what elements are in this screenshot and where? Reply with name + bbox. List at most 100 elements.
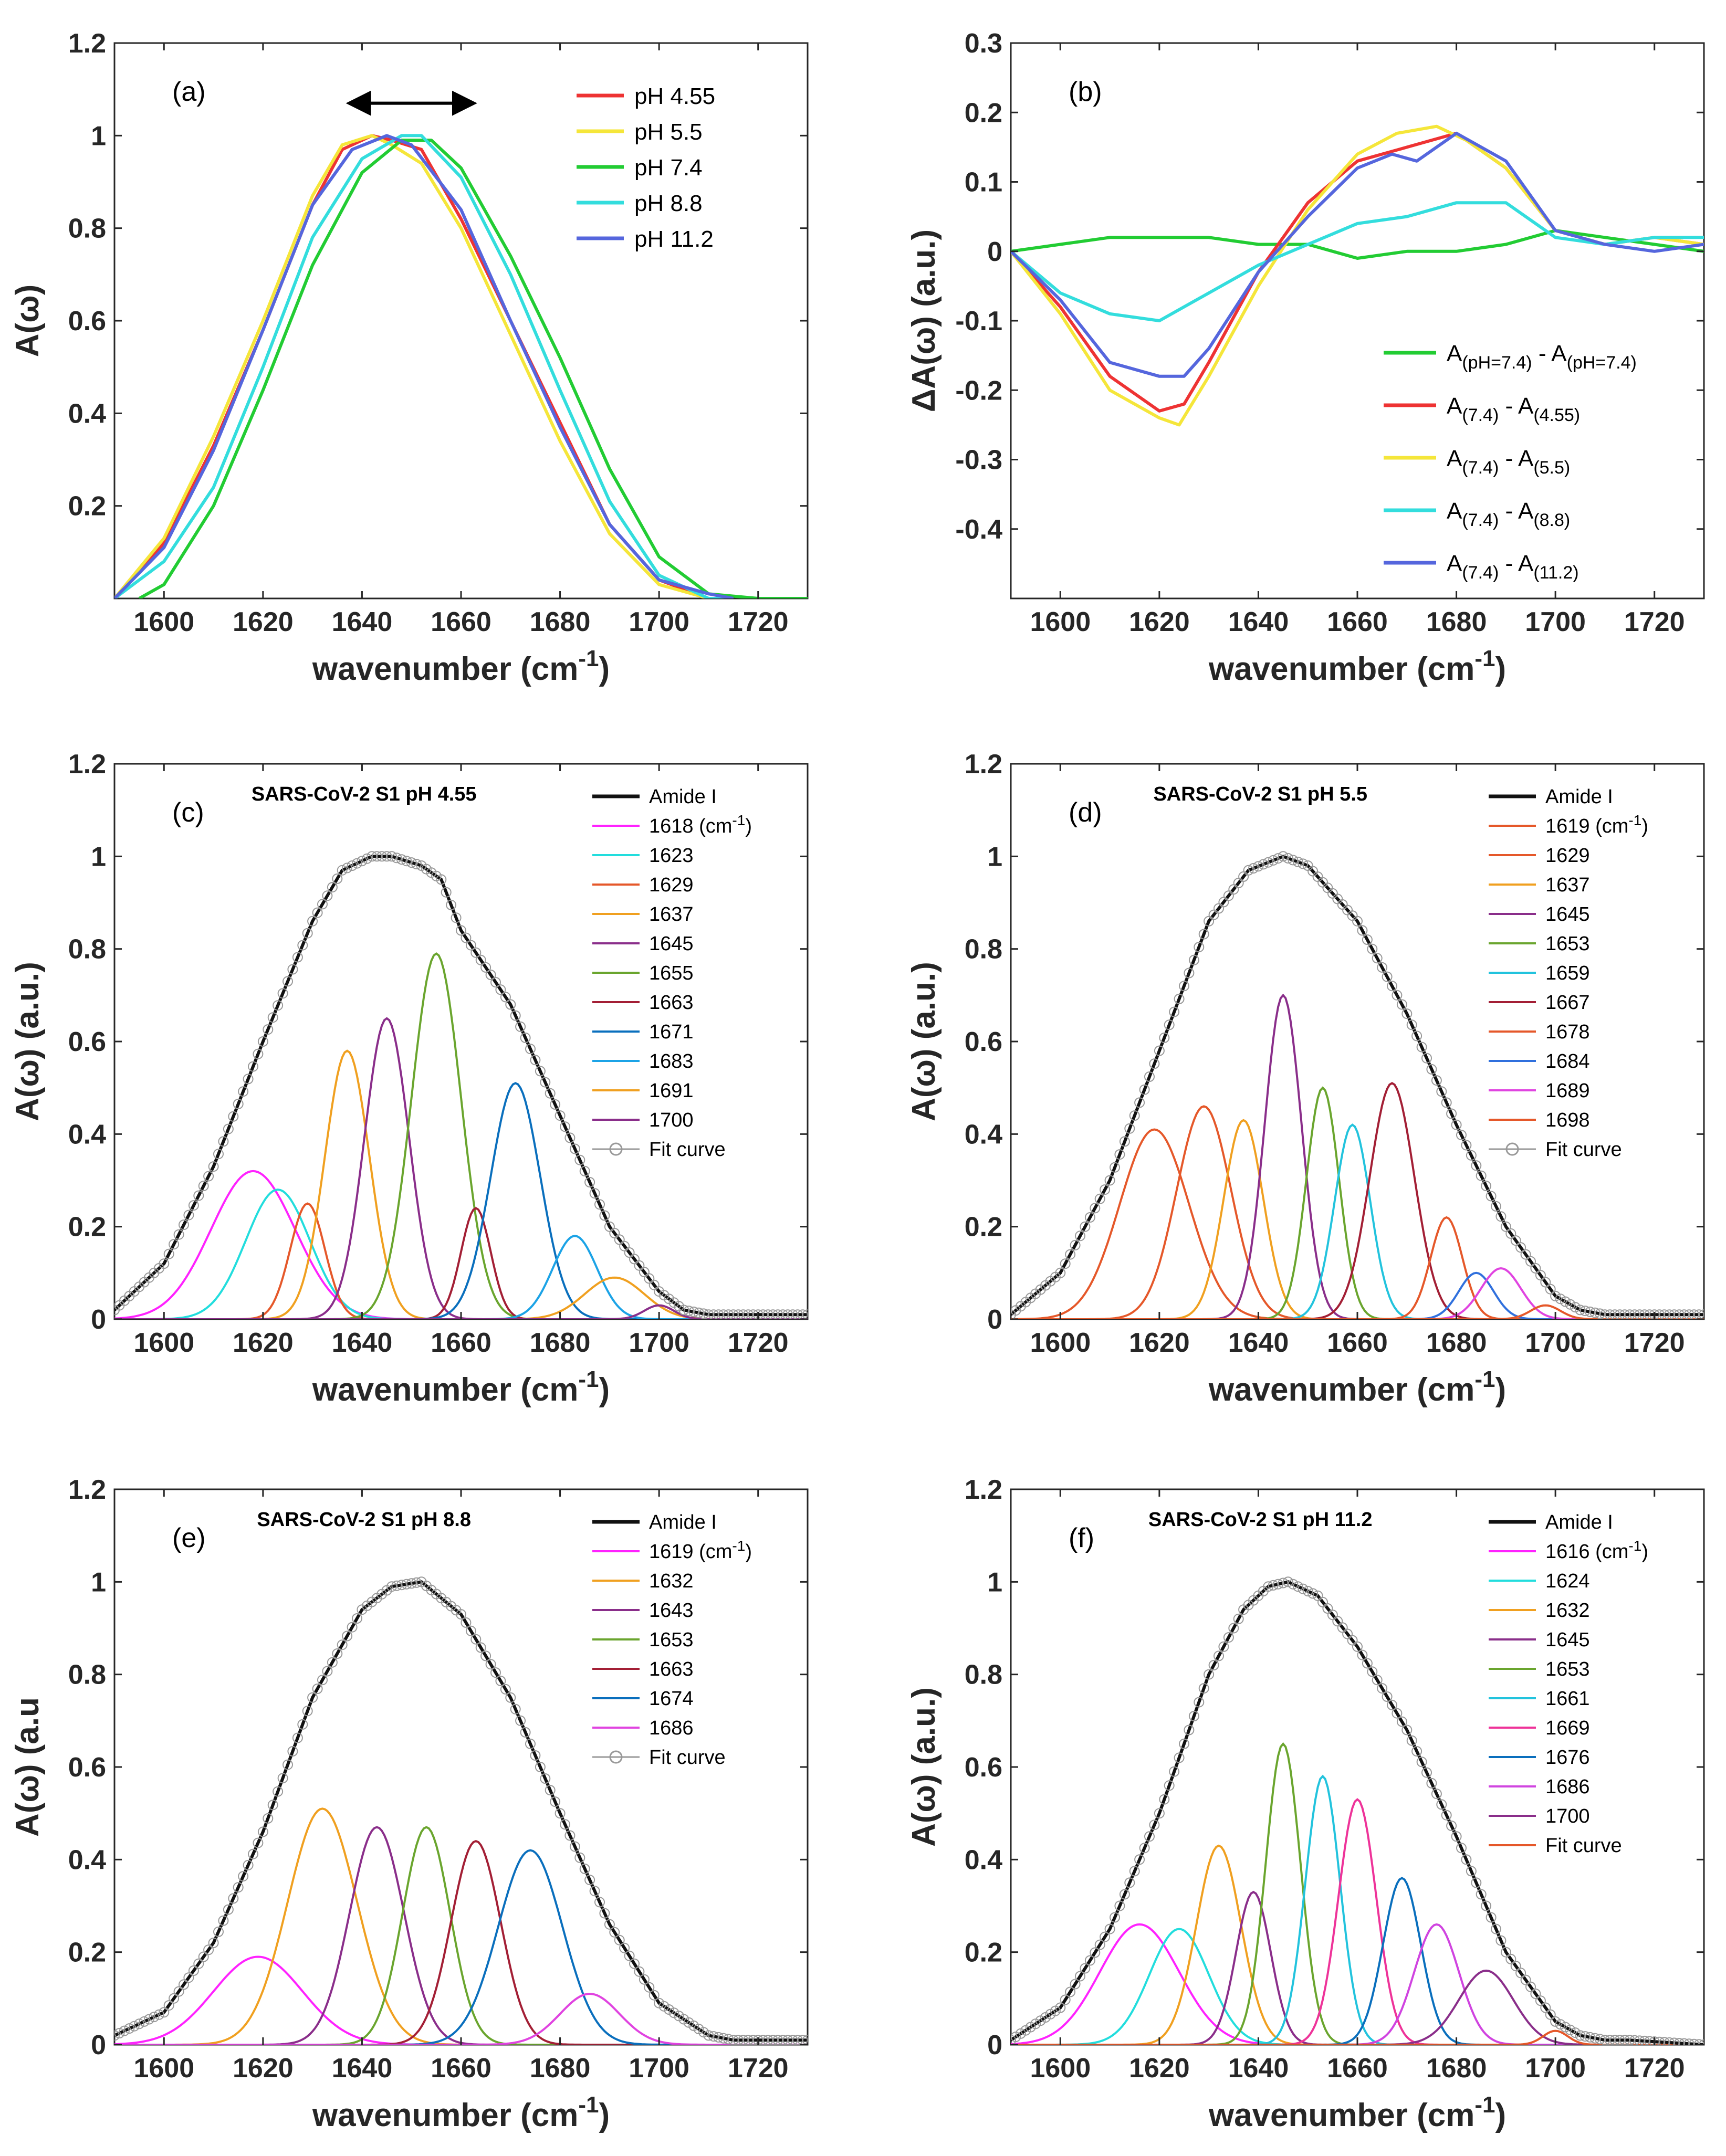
x-axis-label-sup: -1 — [578, 646, 599, 671]
y-axis-label: A(ω) (a.u.) — [906, 1687, 942, 1847]
series-line — [114, 134, 734, 598]
legend-label: 1655 — [649, 962, 694, 984]
fit-point — [332, 1648, 343, 1659]
fit-point — [461, 1617, 472, 1628]
y-tick-label: 1.2 — [965, 749, 1002, 780]
fit-point — [183, 1210, 194, 1221]
component-peak — [114, 1992, 808, 2045]
fit-point — [173, 1229, 184, 1240]
fit-point — [1401, 1724, 1413, 1736]
x-axis-label: wavenumber (cm-1) — [312, 646, 610, 687]
y-tick-label: 0.4 — [965, 1119, 1002, 1150]
plot-area — [113, 763, 809, 1320]
legend-text: 1619 (cm — [1545, 815, 1628, 837]
legend-label: 1689 — [1545, 1080, 1590, 1102]
fit-point — [1555, 2019, 1566, 2030]
fit-point — [1169, 1766, 1180, 1777]
y-tick-label: 0.8 — [68, 1660, 106, 1690]
fit-point — [530, 1055, 541, 1066]
x-tick-label: 1720 — [728, 2053, 789, 2084]
fit-point — [287, 964, 298, 975]
x-tick-label: 1620 — [233, 607, 294, 637]
fit-point — [624, 1950, 635, 1961]
fit-point — [401, 1579, 412, 1590]
fit-point — [1406, 1019, 1417, 1030]
y-tick-label: -0.2 — [955, 375, 1002, 406]
fit-point — [1243, 865, 1254, 876]
series-line — [138, 139, 808, 598]
fit-point — [1198, 1683, 1209, 1694]
fit-point — [302, 1706, 313, 1717]
fit-point — [1436, 1086, 1447, 1097]
fit-point — [1100, 1931, 1111, 1942]
component-peak — [114, 952, 808, 1319]
panel-title: SARS-CoV-2 S1 pH 8.8 — [257, 1509, 471, 1531]
fit-point — [797, 1309, 808, 1319]
fit-point — [436, 874, 447, 885]
legend-label: Amide I — [649, 786, 717, 808]
fit-point — [1352, 916, 1363, 927]
fit-point — [545, 1785, 556, 1796]
component-peak — [114, 1849, 808, 2045]
fit-point — [1322, 1603, 1333, 1614]
fit-point — [1699, 1309, 1704, 1319]
fit-point — [525, 1044, 536, 1055]
fit-point — [159, 1258, 170, 1269]
fit-point — [1124, 1877, 1135, 1888]
fit-point — [1292, 856, 1303, 867]
fit-point — [1139, 1084, 1150, 1095]
series-line — [114, 134, 734, 598]
x-tick-label: 1720 — [728, 607, 789, 637]
fit-point — [129, 2021, 140, 2032]
fit-point — [1491, 1923, 1501, 1934]
legend-label: pH 4.55 — [634, 83, 715, 109]
fit-point — [1510, 1961, 1521, 1972]
fit-point — [149, 2012, 160, 2023]
component-peak — [1011, 1105, 1704, 1319]
fit-point — [1268, 1580, 1279, 1591]
y-tick-label: 0.2 — [965, 98, 1002, 128]
legend-text: - A — [1499, 551, 1534, 576]
fit-point — [1223, 1632, 1234, 1643]
fit-point — [391, 853, 402, 864]
fit-point — [1505, 1228, 1516, 1239]
fit-point — [1090, 1947, 1101, 1958]
x-tick-label: 1640 — [332, 607, 393, 637]
fit-point — [1204, 916, 1215, 927]
legend-label: 1691 — [649, 1080, 694, 1102]
fit-point — [446, 899, 457, 910]
y-tick-label: 0.2 — [68, 1938, 106, 1968]
panel-label: (b) — [1069, 77, 1102, 107]
legend-sub: (pH=7.4) — [1462, 353, 1532, 373]
fit-point — [520, 1727, 531, 1738]
fit-point — [1431, 1789, 1442, 1800]
fit-point — [1540, 2002, 1551, 2013]
fit-point — [495, 1676, 506, 1686]
fit-point — [1283, 1576, 1293, 1587]
y-tick-label: 0.4 — [68, 1119, 106, 1150]
fit-point — [1159, 1032, 1170, 1043]
fit-point — [1124, 1123, 1135, 1134]
fit-point — [163, 1248, 174, 1259]
legend-sub: (7.4) — [1462, 458, 1499, 478]
fit-point — [609, 1927, 620, 1938]
fit-point — [465, 940, 476, 951]
legend-text: - A — [1499, 498, 1534, 524]
fit-point — [530, 1750, 541, 1761]
legend-label: 1663 — [649, 1658, 694, 1680]
legend-label: 1637 — [649, 903, 694, 925]
component-peak — [1011, 1123, 1704, 1319]
x-axis-label-text: wavenumber (cm — [1208, 2097, 1475, 2133]
fit-point — [139, 2016, 150, 2027]
fit-point — [500, 992, 511, 1003]
fit-point — [1179, 1738, 1189, 1749]
fit-point — [594, 1199, 605, 1210]
y-tick-label: 0.2 — [68, 1212, 106, 1243]
fit-point — [357, 856, 368, 867]
fit-point — [505, 999, 516, 1010]
x-tick-label: 1660 — [1327, 1328, 1388, 1358]
legend-sub: (pH=7.4) — [1567, 353, 1637, 373]
fit-point — [386, 851, 397, 862]
fit-point — [574, 1852, 585, 1863]
fit-point — [545, 1088, 556, 1099]
